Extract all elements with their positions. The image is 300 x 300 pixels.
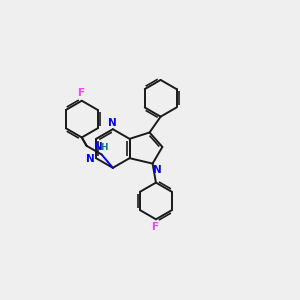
Text: N: N	[109, 118, 117, 128]
Text: F: F	[152, 222, 160, 232]
Text: N: N	[86, 154, 94, 164]
Text: F: F	[78, 88, 85, 98]
Text: H: H	[100, 143, 107, 152]
Text: N: N	[154, 165, 162, 175]
Text: N: N	[94, 142, 103, 152]
